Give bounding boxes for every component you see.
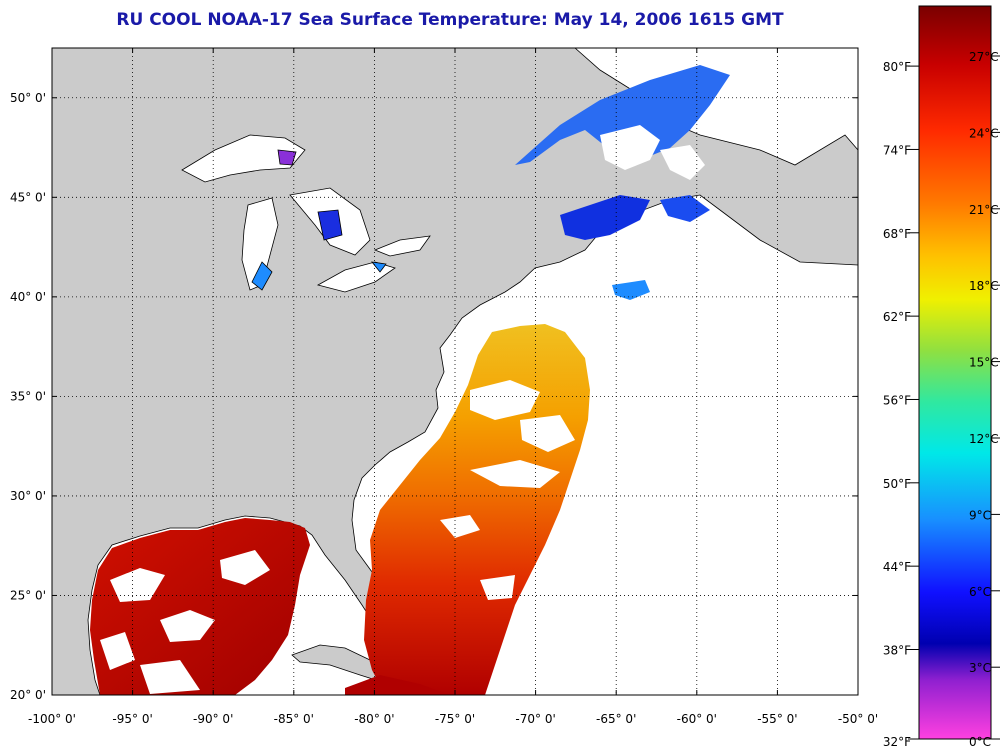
lat-tick-label: 45° 0': [10, 190, 46, 204]
lat-tick-label: 50° 0': [10, 91, 46, 105]
colorbar-label-c: 3°C: [969, 661, 991, 675]
gulf-clouds: [100, 550, 270, 694]
colorbar-label-c: 0°C: [969, 735, 991, 749]
map-title: RU COOL NOAA-17 Sea Surface Temperature:…: [116, 10, 784, 30]
colorbar-label-c: 12°C: [969, 432, 999, 446]
atlantic-clouds: [440, 380, 575, 600]
colorbar-label-f: 50°F: [883, 477, 911, 491]
colorbar-fahrenheit-labels: 80°F 74°F 68°F 62°F 56°F 50°F 44°F 38°F 32°F: [883, 60, 919, 749]
lat-tick-label: 25° 0': [10, 588, 46, 602]
lon-tick-label: -55° 0': [757, 712, 797, 726]
latitude-axis: 20° 0' 25° 0' 30° 0' 35° 0' 40° 0' 45° 0' 50° …: [10, 91, 858, 702]
lon-tick-label: -90° 0': [193, 712, 233, 726]
colorbar-label-c: 27°C: [969, 50, 999, 64]
lon-tick-label: -70° 0': [515, 712, 555, 726]
colorbar-label-f: 80°F: [883, 60, 911, 74]
lat-tick-label: 30° 0': [10, 489, 46, 503]
colorbar-celsius-labels: 27°C 24°C 21°C 18°C 15°C 12°C 9°C 6°C 3°C 0°C: [969, 50, 1000, 749]
colorbar-label-f: 74°F: [883, 143, 911, 157]
lat-tick-label: 35° 0': [10, 389, 46, 403]
colorbar-label-c: 18°C: [969, 279, 999, 293]
lon-tick-label: -60° 0': [677, 712, 717, 726]
lon-tick-label: -95° 0': [112, 712, 152, 726]
colorbar-label-c: 15°C: [969, 356, 999, 370]
lon-tick-label: -65° 0': [596, 712, 636, 726]
longitude-axis: -100° 0' -95° 0' -90° 0' -85° 0' -80° 0' -75°…: [28, 48, 878, 726]
colorbar-label-f: 62°F: [883, 310, 911, 324]
colorbar-label-c: 24°C: [969, 126, 999, 140]
lat-tick-label: 40° 0': [10, 290, 46, 304]
lon-tick-label: -85° 0': [274, 712, 314, 726]
colorbar: [918, 5, 992, 740]
colorbar-label-f: 68°F: [883, 227, 911, 241]
colorbar-label-c: 6°C: [969, 585, 991, 599]
atlantic-sst-band: [364, 324, 590, 695]
gulf-st-lawrence-sst: [515, 65, 730, 300]
colorbar-label-f: 38°F: [883, 644, 911, 658]
lon-tick-label: -50° 0': [838, 712, 878, 726]
colorbar-label-c: 21°C: [969, 203, 999, 217]
lat-tick-label: 20° 0': [10, 688, 46, 702]
colorbar-label-f: 56°F: [883, 393, 911, 407]
colorbar-label-c: 9°C: [969, 508, 991, 522]
lon-tick-label: -75° 0': [435, 712, 475, 726]
lon-tick-label: -80° 0': [354, 712, 394, 726]
colorbar-label-f: 32°F: [883, 735, 911, 749]
colorbar-label-f: 44°F: [883, 560, 911, 574]
great-lakes: [181, 134, 431, 293]
lon-tick-label: -100° 0': [28, 712, 76, 726]
caribbean-sst: [345, 675, 450, 695]
